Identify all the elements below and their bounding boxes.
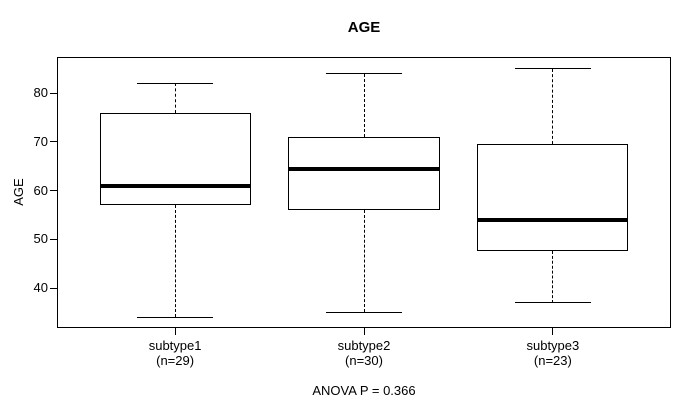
group-count-label: (n=23) bbox=[533, 353, 572, 368]
y-axis-tick-label: 60 bbox=[33, 182, 48, 198]
group-label: subtype1 bbox=[148, 338, 202, 353]
median-line bbox=[477, 217, 629, 222]
y-axis-tick-label: 80 bbox=[33, 85, 48, 101]
x-axis-tick bbox=[552, 328, 554, 335]
x-axis-tick bbox=[363, 328, 365, 335]
group-label: subtype2 bbox=[337, 338, 391, 353]
lower-whisker-line bbox=[363, 210, 365, 313]
lower-whisker-cap bbox=[326, 311, 402, 313]
iqr-box bbox=[288, 136, 440, 211]
chart-title: AGE bbox=[347, 19, 381, 36]
upper-whisker-line bbox=[174, 83, 176, 113]
x-axis-group-label: subtype2 (n=30) bbox=[289, 338, 439, 368]
median-line bbox=[288, 166, 440, 171]
lower-whisker-cap bbox=[137, 316, 213, 318]
lower-whisker-line bbox=[174, 205, 176, 318]
group-label: subtype3 bbox=[526, 338, 580, 353]
x-axis-group-label: subtype3 (n=23) bbox=[478, 338, 628, 368]
group-count-label: (n=29) bbox=[156, 353, 195, 368]
y-axis-tick bbox=[50, 92, 58, 94]
group-count-label: (n=30) bbox=[345, 353, 383, 368]
y-axis-tick-label: 40 bbox=[33, 280, 48, 295]
upper-whisker-cap bbox=[515, 68, 591, 70]
y-axis-tick bbox=[50, 190, 58, 192]
y-axis-tick-label: 70 bbox=[33, 133, 48, 149]
upper-whisker-line bbox=[363, 73, 365, 137]
upper-whisker-cap bbox=[137, 82, 213, 84]
iqr-box bbox=[477, 144, 629, 252]
y-axis-tick bbox=[50, 287, 58, 289]
y-axis-tick-label: 50 bbox=[33, 231, 48, 247]
upper-whisker-line bbox=[552, 68, 554, 145]
lower-whisker-cap bbox=[515, 302, 591, 304]
y-axis-tick bbox=[50, 141, 58, 143]
x-axis-tick bbox=[174, 328, 176, 335]
anova-annotation: ANOVA P = 0.366 bbox=[312, 383, 416, 398]
y-axis-tick bbox=[50, 238, 58, 240]
iqr-box bbox=[99, 112, 251, 206]
upper-whisker-cap bbox=[326, 73, 402, 75]
lower-whisker-line bbox=[552, 251, 554, 303]
median-line bbox=[99, 183, 251, 188]
x-axis-group-label: subtype1 (n=29) bbox=[100, 338, 250, 368]
